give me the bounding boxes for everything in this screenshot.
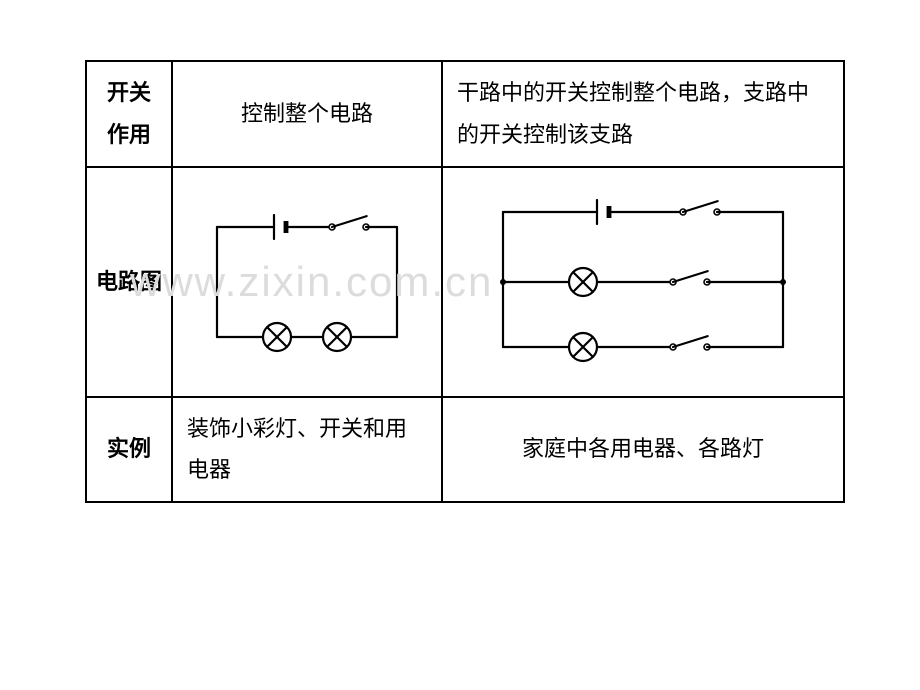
row-header-switch-role: 开关作用 <box>86 61 172 167</box>
series-circuit-cell <box>172 167 442 397</box>
comparison-table: 开关作用 控制整个电路 干路中的开关控制整个电路，支路中的开关控制该支路 电路图… <box>85 60 845 503</box>
parallel-circuit-diagram <box>473 187 813 377</box>
header-text: 实例 <box>107 436 151 461</box>
table-row: 电路图 <box>86 167 844 397</box>
table-row: 开关作用 控制整个电路 干路中的开关控制整个电路，支路中的开关控制该支路 <box>86 61 844 167</box>
row-header-example: 实例 <box>86 397 172 503</box>
parallel-switch-role: 干路中的开关控制整个电路，支路中的开关控制该支路 <box>442 61 844 167</box>
series-circuit-diagram <box>192 197 422 367</box>
header-text: 电路图 <box>96 269 162 294</box>
parallel-circuit-cell <box>442 167 844 397</box>
parallel-example: 家庭中各用电器、各路灯 <box>442 397 844 503</box>
series-example: 装饰小彩灯、开关和用电器 <box>172 397 442 503</box>
header-text: 开关作用 <box>107 80 151 147</box>
row-header-circuit: 电路图 <box>86 167 172 397</box>
table-row: 实例 装饰小彩灯、开关和用电器 家庭中各用电器、各路灯 <box>86 397 844 503</box>
series-switch-role: 控制整个电路 <box>172 61 442 167</box>
